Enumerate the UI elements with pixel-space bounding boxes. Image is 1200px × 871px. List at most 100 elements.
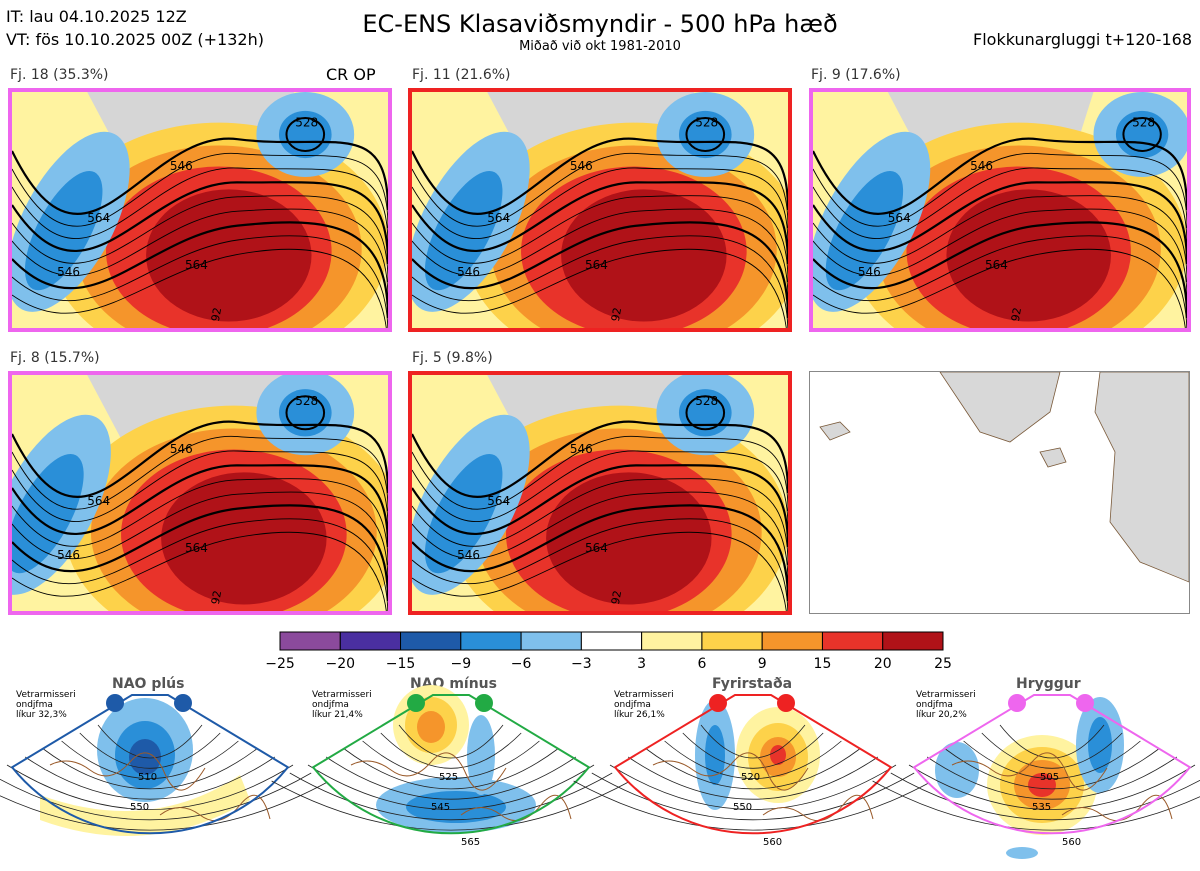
colorbar-tick: 15: [814, 656, 832, 672]
colorbar-tick: 6: [697, 656, 706, 672]
contour-label: 564: [87, 211, 110, 225]
colorbar-tick: 3: [637, 656, 646, 672]
contour-label: 550: [733, 802, 752, 813]
contour-label: 564: [487, 211, 510, 225]
regime-meta: Vetrarmisseri ondjfma líkur 20,2%: [916, 690, 976, 720]
contour-label: 564: [487, 494, 510, 508]
anomaly-field: 528 546 564 546 564 92: [12, 92, 388, 328]
contour-label: 528: [295, 115, 318, 129]
cluster-label: Fj. 8 (15.7%): [10, 350, 100, 366]
contour-label: 564: [888, 211, 911, 225]
contour-label: 564: [585, 258, 608, 272]
cluster-map-3: 528 546 564 546 564 92: [809, 88, 1191, 332]
contour-label: 546: [57, 548, 80, 562]
issue-time: IT: lau 04.10.2025 12Z: [6, 7, 187, 26]
colorbar-segment: [400, 631, 462, 651]
contour-label: 546: [858, 265, 881, 279]
contour-label: 564: [185, 541, 208, 555]
colorbar-tick: 25: [934, 656, 952, 672]
cluster-map-2: 528 546 564 546 564 92: [408, 88, 792, 332]
regime-marker: [709, 694, 727, 712]
contour-label: 546: [57, 265, 80, 279]
regime-title: NAO plús: [112, 676, 185, 692]
contour-label: 560: [1062, 837, 1081, 848]
colorbar-tick: 9: [758, 656, 767, 672]
colorbar-tick: −9: [450, 656, 471, 672]
anomaly-field: 528 546 564 546 564 92: [412, 375, 788, 611]
contour-label: 564: [985, 258, 1008, 272]
clustering-window: Flokkunargluggi t+120-168: [973, 30, 1192, 49]
contour-label: 546: [170, 442, 193, 456]
cluster-label: Fj. 18 (35.3%): [10, 67, 109, 83]
contour-label: 546: [970, 159, 993, 173]
contour-label: 528: [1132, 115, 1155, 129]
cluster-label: Fj. 5 (9.8%): [412, 350, 493, 366]
contour-label: 564: [585, 541, 608, 555]
colorbar-segment: [701, 631, 763, 651]
regime-marker: [475, 694, 493, 712]
colorbar-tick: −25: [265, 656, 295, 672]
cluster-tag: CR OP: [326, 65, 376, 84]
regime-marker: [1008, 694, 1026, 712]
page-subtitle: Miðað við okt 1981-2010: [519, 39, 681, 54]
colorbar-segment: [520, 631, 582, 651]
contour-label: 535: [1032, 802, 1051, 813]
cluster-map-1: 528 546 564 546 564 92: [8, 88, 392, 332]
colorbar-tick: 20: [874, 656, 892, 672]
colorbar-segment: [339, 631, 402, 651]
colorbar-segment: [580, 631, 643, 651]
contour-label: 510: [138, 772, 157, 783]
contour-label: 528: [695, 394, 718, 408]
anomaly-field: 528 546 564 546 564 92: [412, 92, 788, 328]
regime-meta: Vetrarmisseri ondjfma líkur 32,3%: [16, 690, 76, 720]
contour-label: 564: [87, 494, 110, 508]
colorbar-segment: [821, 631, 884, 651]
anomaly-field: 528 546 564 546 564 92: [12, 375, 388, 611]
anomaly-field: 528 546 564 546 564 92: [813, 92, 1187, 328]
valid-time: VT: fös 10.10.2025 00Z (+132h): [6, 30, 264, 49]
regime-marker: [777, 694, 795, 712]
colorbar-segment: [761, 631, 823, 651]
contour-label: 92: [209, 589, 224, 605]
contour-label: 92: [1009, 306, 1024, 322]
regime-marker: [174, 694, 192, 712]
contour-label: 560: [763, 837, 782, 848]
contour-label: 546: [570, 442, 593, 456]
regime-marker: [1076, 694, 1094, 712]
colorbar-segment: [641, 631, 703, 651]
colorbar-segment: [460, 631, 522, 651]
contour-label: 546: [457, 265, 480, 279]
cluster-map-5: 528 546 564 546 564 92: [408, 371, 792, 615]
colorbar-tick: −3: [571, 656, 592, 672]
contour-label: 546: [457, 548, 480, 562]
contour-label: 545: [431, 802, 450, 813]
contour-label: 92: [209, 306, 224, 322]
colorbar-tick: −20: [325, 656, 355, 672]
empty-map-panel: [809, 371, 1190, 614]
contour-label: 92: [609, 306, 624, 322]
colorbar-segment: [882, 631, 944, 651]
regime-meta: Vetrarmisseri ondjfma líkur 26,1%: [614, 690, 674, 720]
cluster-map-4: 528 546 564 546 564 92: [8, 371, 392, 615]
regime-title: Fyrirstaða: [712, 676, 793, 692]
regime-marker: [106, 694, 124, 712]
contour-label: 520: [741, 772, 760, 783]
colorbar-tick: −6: [511, 656, 532, 672]
contour-label: 546: [570, 159, 593, 173]
regime-title: Hryggur: [1016, 676, 1081, 692]
regime-marker: [407, 694, 425, 712]
contour-label: 525: [439, 772, 458, 783]
contour-label: 92: [609, 589, 624, 605]
contour-label: 505: [1040, 772, 1059, 783]
regime-meta: Vetrarmisseri ondjfma líkur 21,4%: [312, 690, 372, 720]
regime-title: NAO mínus: [410, 676, 497, 692]
contour-label: 550: [130, 802, 149, 813]
contour-label: 546: [170, 159, 193, 173]
page-title: EC-ENS Klasaviðsmyndir - 500 hPa hæð: [362, 10, 838, 38]
contour-label: 528: [295, 394, 318, 408]
colorbar-segment: [279, 631, 341, 651]
cluster-label: Fj. 9 (17.6%): [811, 67, 901, 83]
contour-label: 564: [185, 258, 208, 272]
colorbar-tick: −15: [386, 656, 416, 672]
contour-label: 528: [695, 115, 718, 129]
